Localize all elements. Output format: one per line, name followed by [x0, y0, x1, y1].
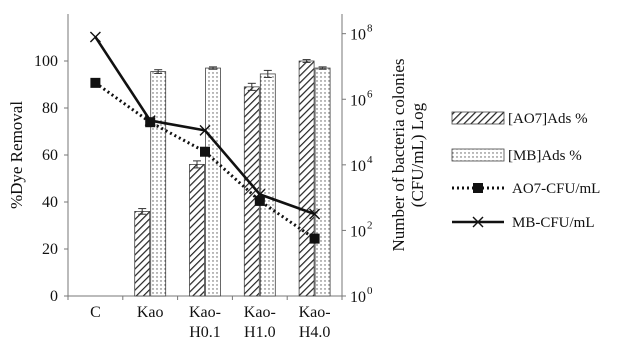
- x-marker: [144, 115, 156, 127]
- right-tick-exponent: 8: [367, 23, 373, 35]
- x-marker-stroke: [309, 208, 321, 220]
- bar-dots: [259, 73, 276, 297]
- square-marker: [145, 117, 156, 128]
- left-tick-label: 100: [34, 53, 58, 70]
- bar-diagonal-hatch: [298, 60, 315, 297]
- x-marker-stroke: [472, 216, 484, 228]
- x-marker-stroke: [199, 124, 211, 136]
- square-marker: [254, 195, 265, 206]
- x-tick-label: Kao-: [299, 304, 331, 321]
- legend-label: MB-CFU/mL: [512, 215, 595, 231]
- legend-swatch-dots: [451, 148, 505, 162]
- x-marker: [309, 208, 321, 220]
- x-marker-stroke: [144, 115, 156, 127]
- y-axis-title: %Dye Removal: [7, 101, 26, 209]
- legend: [AO7]Ads % [MB]Ads % AO7-CFU/mL MB-CFU/mL: [451, 111, 600, 231]
- series-line-dotted: [94, 81, 316, 240]
- series-line-solid: [94, 36, 316, 216]
- left-tick-label: 80: [42, 100, 58, 117]
- left-tick-label: 0: [50, 288, 58, 305]
- right-tick-exponent: 6: [367, 88, 373, 100]
- x-tick-label: C: [90, 304, 101, 321]
- x-tick-label: Kao-: [189, 304, 221, 321]
- legend-label: [AO7]Ads %: [508, 111, 588, 127]
- legend-label: AO7-CFU/mL: [512, 181, 600, 197]
- x-tick-label: H4.0: [299, 324, 331, 341]
- right-tick-label: 10: [350, 92, 366, 109]
- left-tick-label: 60: [42, 147, 58, 164]
- x-marker: [199, 124, 211, 136]
- right-tick-label: 10: [350, 289, 366, 306]
- bar-diagonal-hatch: [189, 163, 205, 297]
- x-marker: [89, 31, 101, 43]
- right-tick-exponent: 0: [367, 285, 373, 297]
- y2-axis-title-line1: Number of bacteria colonies: [389, 58, 408, 251]
- x-tick-label: H1.0: [244, 324, 276, 341]
- left-tick-label: 40: [42, 194, 58, 211]
- bar-dots: [150, 71, 167, 297]
- y2-axis-title-line2: (CFU/mL) Log: [408, 102, 427, 207]
- bar-dots: [314, 67, 331, 297]
- right-tick-label: 10: [350, 158, 366, 175]
- bar-diagonal-hatch: [134, 210, 151, 297]
- x-marker-stroke: [89, 31, 101, 43]
- legend-label: [MB]Ads %: [508, 148, 582, 164]
- right-tick-label: 10: [350, 27, 366, 44]
- x-marker: [254, 188, 266, 200]
- x-tick-label: H0.1: [189, 324, 221, 341]
- square-marker: [200, 146, 210, 157]
- x-tick-label: Kao: [137, 304, 164, 321]
- left-tick-label: 20: [42, 241, 58, 258]
- x-marker-stroke: [254, 188, 266, 200]
- right-tick-exponent: 2: [367, 219, 373, 231]
- square-marker: [309, 233, 320, 244]
- x-marker: [472, 216, 484, 228]
- right-tick-exponent: 4: [367, 154, 373, 166]
- bar-dots: [205, 67, 221, 297]
- right-tick-label: 10: [350, 223, 366, 240]
- x-tick-label: Kao-: [244, 304, 276, 321]
- square-marker: [473, 183, 483, 193]
- square-marker: [90, 77, 101, 88]
- legend-swatch-diagonal-hatch: [451, 111, 505, 125]
